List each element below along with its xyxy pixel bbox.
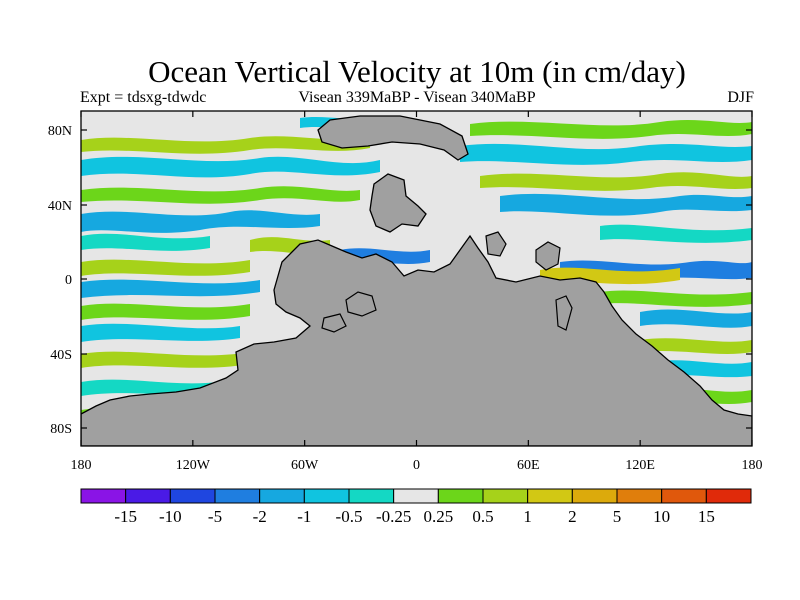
x-tick-label: 120E	[625, 458, 655, 473]
colorbar-label: -15	[114, 507, 137, 526]
colorbar-swatch	[482, 488, 529, 504]
colorbar-label: 0.5	[472, 507, 493, 526]
colorbar-swatch	[616, 488, 663, 504]
y-tick-label: 80S	[50, 422, 72, 437]
season-label: DJF	[727, 89, 754, 106]
colorbar-swatch	[437, 488, 484, 504]
colorbar-label: 15	[698, 507, 715, 526]
colorbar-label: 5	[613, 507, 622, 526]
colorbar-swatch	[527, 488, 573, 504]
colorbar-label: -1	[297, 507, 311, 526]
colorbar-label: 1	[523, 507, 532, 526]
colorbar-label: -5	[208, 507, 222, 526]
colorbar-swatch	[169, 488, 216, 504]
land-masses	[81, 115, 752, 446]
x-tick-label: 0	[413, 458, 420, 473]
velocity-field	[81, 117, 752, 423]
y-tick-label: 40S	[50, 348, 72, 363]
x-tick-label: 180	[742, 458, 763, 473]
colorbar-swatch	[661, 488, 707, 504]
y-tick-label: 0	[65, 273, 72, 288]
y-tick-label: 80N	[48, 124, 72, 139]
y-tick-label: 40N	[48, 199, 72, 214]
colorbar-swatch	[214, 488, 261, 504]
x-tick-label: 180	[71, 458, 92, 473]
colorbar-label: -0.25	[376, 507, 411, 526]
colorbar: -15 -10 -5 -2 -1 -0.5 -0.25 0.25 0.5 1 2 5 10 15	[80, 488, 752, 526]
colorbar-label: -2	[253, 507, 267, 526]
colorbar-label: 10	[653, 507, 670, 526]
latitude-axis: 80N 40N 0 40S 80S	[48, 124, 752, 437]
longitude-axis: 180 120W 60W 0 60E 120E 180	[71, 111, 763, 473]
colorbar-swatch	[80, 488, 127, 504]
colorbar-swatch	[125, 488, 171, 504]
x-tick-label: 120W	[176, 458, 211, 473]
experiment-label: Expt = tdsxg-tdwdc	[80, 89, 207, 106]
period-label: Visean 339MaBP - Visean 340MaBP	[298, 89, 536, 106]
x-tick-label: 60E	[517, 458, 540, 473]
page-title: Ocean Vertical Velocity at 10m (in cm/da…	[148, 54, 686, 89]
colorbar-swatch	[259, 488, 305, 504]
colorbar-label: -0.5	[336, 507, 363, 526]
colorbar-swatch	[303, 488, 350, 504]
colorbar-swatch	[348, 488, 395, 504]
colorbar-swatch	[705, 488, 752, 504]
colorbar-swatch	[393, 488, 439, 504]
colorbar-label: -10	[159, 507, 182, 526]
x-tick-label: 60W	[291, 458, 319, 473]
colorbar-label: 0.25	[423, 507, 453, 526]
colorbar-swatch	[571, 488, 618, 504]
colorbar-label: 2	[568, 507, 577, 526]
